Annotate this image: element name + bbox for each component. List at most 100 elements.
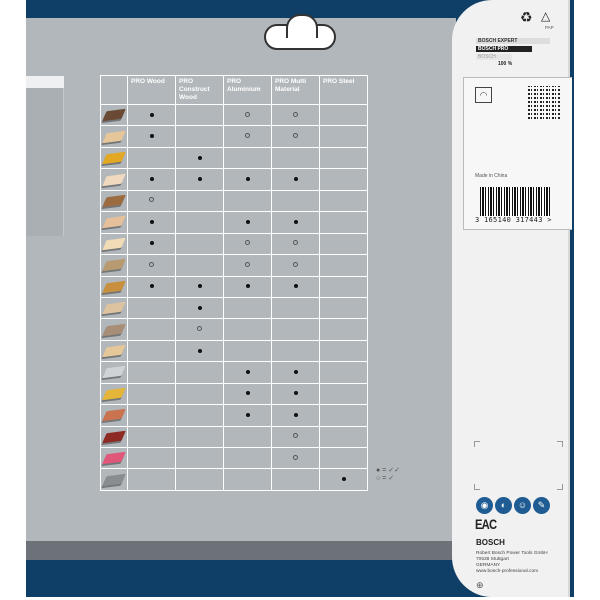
material-cell <box>100 361 128 384</box>
suitability-cell <box>319 468 368 491</box>
grade-pro: BOSCH PRO <box>476 46 532 52</box>
table-row <box>100 189 368 213</box>
manual-icon: ✎ <box>533 497 550 514</box>
material-icon <box>102 259 126 272</box>
grade-expert: BOSCH EXPERT <box>476 38 550 44</box>
suitability-cell <box>319 232 368 256</box>
material-cell <box>100 425 128 449</box>
table-row <box>100 446 368 470</box>
suitability-cell <box>223 404 272 427</box>
filled-dot-icon <box>245 412 250 417</box>
suitability-cell <box>175 404 224 427</box>
address-line: www.bosch-professional.com <box>476 569 539 574</box>
material-icon <box>102 109 126 122</box>
table-row <box>100 404 368 427</box>
material-cell <box>100 382 128 406</box>
hollow-dot-icon <box>293 111 298 117</box>
material-icon <box>102 473 126 486</box>
suitability-cell <box>223 168 272 191</box>
suitability-cell <box>175 468 224 491</box>
material-icon <box>102 151 126 165</box>
table-row <box>100 103 368 127</box>
suitability-cell <box>223 361 272 384</box>
hollow-dot-icon <box>245 133 250 139</box>
material-icon <box>102 194 126 208</box>
filled-dot-icon <box>245 369 250 374</box>
suitability-cell <box>319 404 368 427</box>
recycle-triangle-icon: △ <box>541 9 551 23</box>
table-row <box>100 468 368 491</box>
table-row <box>100 146 368 170</box>
suitability-cell <box>319 103 368 127</box>
table-row <box>100 275 368 298</box>
suitability-cell <box>271 425 320 449</box>
filled-dot-icon <box>197 284 202 289</box>
table-row <box>100 382 368 406</box>
material-cell <box>100 275 128 298</box>
hollow-dot-icon <box>149 197 154 203</box>
suitability-cell <box>175 254 224 277</box>
suitability-cell <box>319 168 368 191</box>
mask-icon: ☺ <box>514 497 531 514</box>
suitability-cell <box>271 446 320 470</box>
column-header: PRO Aluminium <box>223 75 272 105</box>
suitability-cell <box>319 361 368 384</box>
filled-dot-icon <box>293 391 298 396</box>
suitability-cell <box>175 361 224 384</box>
eye-protection-icon: ◉ <box>476 497 493 514</box>
suitability-cell <box>127 125 176 148</box>
application-table: PRO Wood PRO Construct Wood PRO Aluminium P… <box>100 75 368 491</box>
material-cell <box>100 318 128 341</box>
material-cell <box>100 296 128 320</box>
suitability-cell <box>223 275 272 298</box>
material-icon <box>102 387 126 401</box>
suitability-cell <box>271 361 320 384</box>
legend: ● = ✓✓ ○ = ✓ <box>376 467 400 483</box>
suitability-cell <box>223 339 272 363</box>
ear-protection-icon: ◐ <box>495 497 512 514</box>
suitability-cell <box>271 232 320 256</box>
filled-dot-icon <box>293 177 298 182</box>
suitability-cell <box>175 318 224 341</box>
suitability-cell <box>319 318 368 341</box>
suitability-cell <box>319 189 368 213</box>
filled-dot-icon <box>293 369 298 374</box>
filled-dot-icon <box>293 219 298 224</box>
suitability-cell <box>127 404 176 427</box>
suitability-cell <box>127 254 176 277</box>
material-cell <box>100 404 128 427</box>
material-cell <box>100 254 128 277</box>
suitability-cell <box>127 275 176 298</box>
table-row <box>100 254 368 277</box>
suitability-cell <box>127 318 176 341</box>
filled-dot-icon <box>149 284 154 289</box>
table-row <box>100 361 368 384</box>
eac-mark: EAC <box>475 516 497 532</box>
suitability-cell <box>127 211 176 234</box>
hollow-dot-icon <box>293 433 298 439</box>
table-row <box>100 425 368 449</box>
material-icon <box>102 216 126 229</box>
address-line: 70538 Stuttgart <box>476 557 509 562</box>
hollow-dot-icon <box>293 240 298 246</box>
suitability-cell <box>175 382 224 406</box>
filled-dot-icon <box>197 348 202 353</box>
suitability-cell <box>127 382 176 406</box>
suitability-cell <box>175 275 224 298</box>
suitability-cell <box>127 468 176 491</box>
suitability-cell <box>127 446 176 470</box>
suitability-cell <box>271 125 320 148</box>
filled-dot-icon <box>341 477 346 482</box>
dark-gray-band <box>26 541 456 560</box>
filled-dot-icon <box>149 134 154 139</box>
filled-dot-icon <box>197 177 202 182</box>
suitability-cell <box>223 254 272 277</box>
suitability-cell <box>223 382 272 406</box>
material-cell <box>100 339 128 363</box>
suitability-cell <box>319 296 368 320</box>
suitability-cell <box>127 103 176 127</box>
material-icon <box>102 173 126 186</box>
header-blank <box>100 75 128 105</box>
filled-dot-icon <box>149 241 154 246</box>
suitability-cell <box>223 425 272 449</box>
